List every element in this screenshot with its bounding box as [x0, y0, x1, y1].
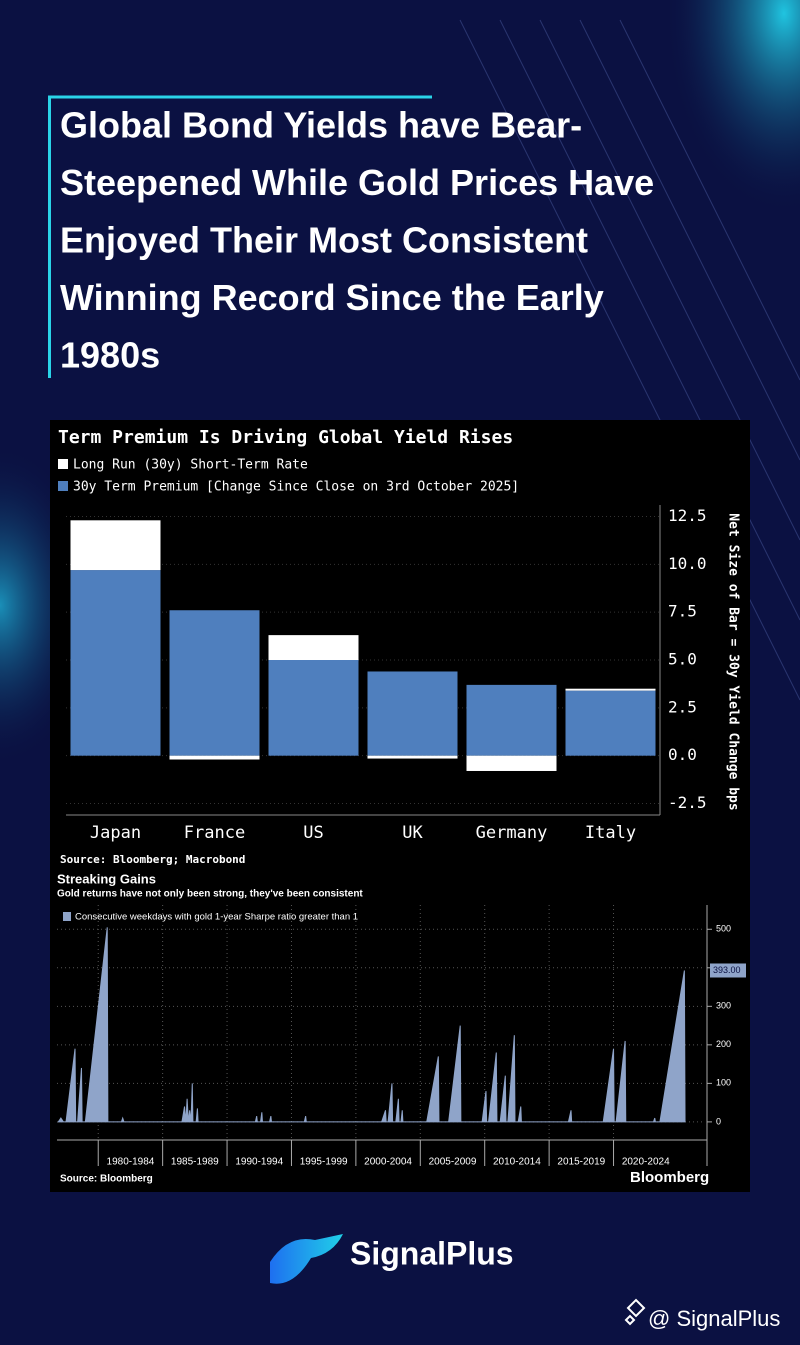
legend-swatch	[58, 481, 68, 491]
bar	[466, 684, 557, 756]
x-tick-label: 2020-2024	[622, 1157, 670, 1168]
y-tick-label: 0	[716, 1116, 721, 1126]
x-tick-label: 1995-1999	[300, 1157, 348, 1168]
y-tick-label: -2.5	[668, 793, 707, 812]
source: Source: Bloomberg; Macrobond	[60, 853, 245, 866]
y-tick-label: 500	[716, 924, 731, 934]
bar	[268, 635, 359, 660]
legend-swatch	[58, 459, 68, 469]
x-tick-label: 2005-2009	[429, 1157, 477, 1168]
title-line: Global Bond Yields have Bear-	[60, 105, 582, 146]
watermark-icon	[624, 1298, 646, 1326]
legend-label: Consecutive weekdays with gold 1-year Sh…	[75, 912, 358, 923]
title-line: 1980s	[60, 335, 160, 376]
x-tick-label: France	[184, 823, 245, 843]
value-label-box	[710, 963, 746, 978]
chart-title: Term Premium Is Driving Global Yield Ris…	[58, 427, 513, 448]
legend-label: Long Run (30y) Short-Term Rate	[73, 458, 308, 473]
bar	[70, 570, 161, 756]
bar	[367, 671, 458, 756]
legend-label: 30y Term Premium [Change Since Close on …	[73, 480, 519, 495]
y-tick-label: 300	[716, 1001, 731, 1011]
x-tick-label: 2000-2004	[364, 1157, 412, 1168]
bar	[565, 690, 656, 756]
y-tick-label: 2.5	[668, 697, 697, 716]
watermark: @ SignalPlus	[648, 1306, 780, 1331]
title-line: Winning Record Since the Early	[60, 277, 604, 318]
x-tick-label: US	[303, 823, 323, 843]
bar	[466, 755, 557, 771]
chart-panel	[50, 420, 750, 1192]
value-label: 393.00	[713, 965, 741, 975]
logo: SignalPlus	[270, 1234, 514, 1284]
source: Source: Bloomberg	[60, 1174, 153, 1185]
x-tick-label: 1985-1989	[171, 1157, 219, 1168]
x-tick-label: Japan	[90, 823, 141, 843]
title-line: Steepened While Gold Prices Have	[60, 162, 654, 203]
x-tick-label: Italy	[585, 823, 636, 843]
bar	[367, 755, 458, 759]
area	[57, 927, 686, 1123]
title-line: Enjoyed Their Most Consistent	[60, 220, 588, 261]
y-tick-label: 7.5	[668, 602, 697, 621]
brand: Bloomberg	[630, 1169, 709, 1186]
x-tick-label: 1990-1994	[235, 1157, 283, 1168]
x-tick-label: 2010-2014	[493, 1157, 541, 1168]
y-tick-label: 100	[716, 1078, 731, 1088]
y-tick-label: 10.0	[668, 554, 707, 573]
x-tick-label: Germany	[476, 823, 548, 843]
chart-title: Streaking Gains	[57, 871, 156, 886]
bar	[268, 660, 359, 756]
x-tick-label: UK	[402, 823, 423, 843]
y-tick-label: 12.5	[668, 506, 707, 525]
legend-swatch	[63, 912, 71, 921]
chart-subtitle: Gold returns have not only been strong, …	[57, 889, 363, 900]
bar	[169, 610, 260, 756]
y-tick-label: 0.0	[668, 745, 697, 764]
bar	[169, 755, 260, 760]
y-axis-label: Net Size of Bar = 30y Yield Change bps	[726, 513, 741, 810]
x-tick-label: 1980-1984	[107, 1157, 155, 1168]
y-tick-label: 5.0	[668, 650, 697, 669]
bar	[565, 688, 656, 691]
bar	[70, 520, 161, 571]
x-tick-label: 2015-2019	[557, 1157, 605, 1168]
y-tick-label: 200	[716, 1039, 731, 1049]
logo-text: SignalPlus	[350, 1235, 514, 1271]
